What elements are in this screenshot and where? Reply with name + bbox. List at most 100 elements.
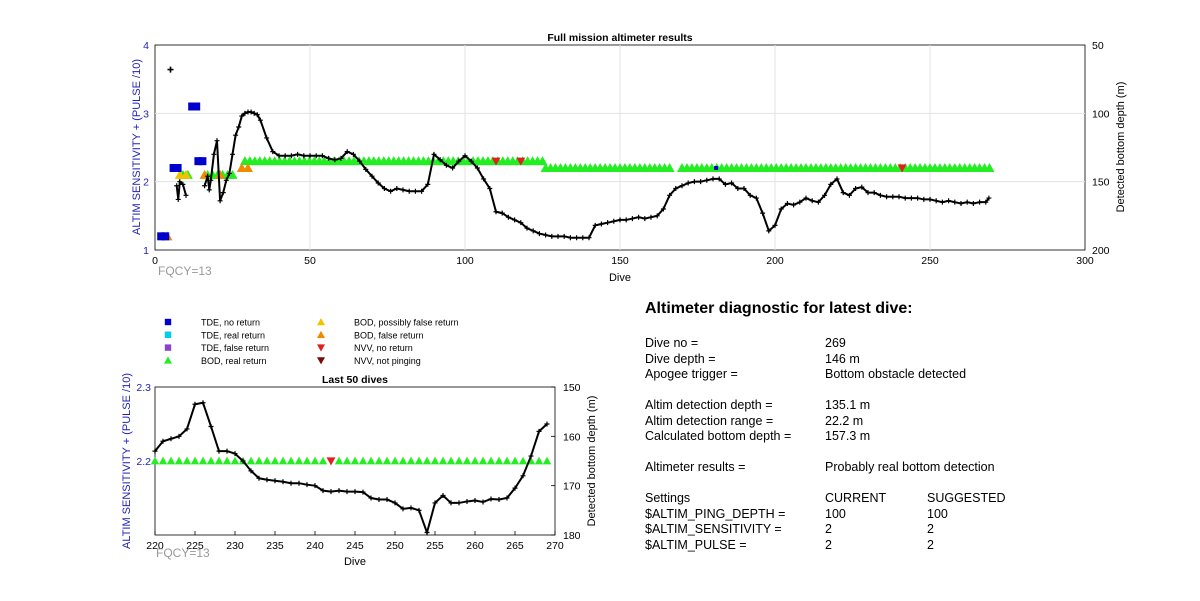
bod-real-marker xyxy=(502,456,512,465)
last-50-chart: 220 225 230 235 240 245 250 255 260 265 270 2.2 2.3 1… xyxy=(121,373,598,568)
last50-y-right-label: Detected bottom depth (m) xyxy=(586,396,598,527)
last50-x-tick-label: 270 xyxy=(546,540,564,552)
full-depth-point xyxy=(822,192,828,198)
full-depth-point xyxy=(493,209,499,215)
tde-no-return-marker xyxy=(714,166,719,170)
full-chart-title: Full mission altimeter results xyxy=(547,32,692,44)
bod-real-marker xyxy=(984,163,995,172)
full-depth-point xyxy=(319,153,325,159)
last50-depth-point xyxy=(176,433,182,439)
full-depth-point xyxy=(301,153,307,159)
full-depth-point xyxy=(611,218,617,224)
last50-depth-point xyxy=(184,426,190,432)
full-depth-point xyxy=(223,177,229,183)
full-depth-point xyxy=(217,198,223,204)
ping-depth-current: 100 xyxy=(825,506,846,521)
dive-depth-label: Dive depth = xyxy=(645,351,716,366)
full-depth-point xyxy=(543,232,549,238)
full-depth-point xyxy=(450,165,456,171)
settings-header-row: Settings CURRENT SUGGESTED xyxy=(645,491,1185,507)
last50-depth-point xyxy=(224,448,230,454)
last50-markers xyxy=(150,456,552,466)
detection-range-value: 22.2 m xyxy=(825,413,864,428)
full-depth-point xyxy=(710,176,716,182)
last50-x-tick-label: 225 xyxy=(186,540,204,552)
full-depth-point xyxy=(248,109,254,115)
sensitivity-label: $ALTIM_SENSITIVITY = xyxy=(645,522,782,536)
full-depth-point xyxy=(679,183,685,189)
full-depth-point xyxy=(530,228,536,234)
detection-range-row: Altim detection range = 22.2 m xyxy=(645,414,1185,430)
full-depth-point xyxy=(412,188,418,194)
full-depth-point xyxy=(747,192,753,198)
full-depth-point xyxy=(177,179,183,185)
full-y-right-tick-label: 100 xyxy=(1092,108,1110,120)
last50-depth-point xyxy=(440,493,446,499)
last50-depth-point xyxy=(200,400,206,406)
full-depth-point xyxy=(859,184,865,190)
full-depth-point xyxy=(295,151,301,157)
last50-depth-point xyxy=(296,480,302,486)
bod-real-marker xyxy=(166,456,176,465)
full-depth-point xyxy=(667,192,673,198)
full-depth-point xyxy=(660,206,666,212)
full-depth-point xyxy=(698,179,704,185)
last50-depth-point xyxy=(256,475,262,481)
last50-y-right-tick-label: 180 xyxy=(563,530,581,542)
full-depth-point xyxy=(797,199,803,205)
bod-real-marker xyxy=(286,456,296,465)
full-depth-point xyxy=(462,153,468,159)
last50-depth-point xyxy=(360,489,366,495)
full-depth-point xyxy=(344,149,350,155)
full-depth-point xyxy=(226,170,232,176)
full-depth-point xyxy=(623,217,629,223)
pulse-current: 2 xyxy=(825,537,832,552)
full-depth-point xyxy=(654,213,660,219)
full-depth-point xyxy=(716,176,722,182)
bod-real-marker xyxy=(198,456,208,465)
last50-depth-point xyxy=(208,423,214,429)
full-depth-point xyxy=(536,231,542,237)
bod-real-marker xyxy=(430,456,440,465)
full-depth-point xyxy=(307,153,313,159)
full-depth-point xyxy=(499,210,505,216)
full-depth-point xyxy=(206,187,212,193)
apogee-row: Apogee trigger = Bottom obstacle detecte… xyxy=(645,367,1185,383)
last50-x-tick-label: 230 xyxy=(226,540,244,552)
full-depth-point xyxy=(369,173,375,179)
last50-depth-point xyxy=(320,488,326,494)
full-depth-point xyxy=(629,216,635,222)
full-depth-point xyxy=(276,153,282,159)
legend-label: TDE, real return xyxy=(201,330,265,340)
bod-real-marker xyxy=(278,456,288,465)
full-depth-point xyxy=(636,214,642,220)
full-y-left-tick-label: 1 xyxy=(143,245,149,257)
full-depth-point xyxy=(927,196,933,202)
legend-triangle-up-icon xyxy=(164,356,172,364)
calculated-depth-value: 157.3 m xyxy=(825,429,871,443)
full-y-left-tick-label: 4 xyxy=(143,40,149,52)
bod-real-marker xyxy=(254,456,264,465)
full-depth-point xyxy=(282,153,288,159)
bod-real-marker xyxy=(542,456,552,465)
last50-x-tick-label: 240 xyxy=(306,540,324,552)
last50-depth-point xyxy=(312,483,318,489)
bod-real-marker xyxy=(318,456,328,465)
last50-depth-point xyxy=(368,495,374,501)
bod-real-marker xyxy=(174,456,184,465)
bod-real-marker xyxy=(366,456,376,465)
bod-real-marker xyxy=(206,456,216,465)
bod-real-marker xyxy=(537,156,548,166)
full-depth-point xyxy=(443,162,449,168)
full-depth-point xyxy=(555,233,561,239)
full-depth-point xyxy=(574,235,580,241)
full-depth-point xyxy=(983,199,989,205)
last50-depth-point xyxy=(448,500,454,506)
full-depth-point xyxy=(264,135,270,141)
full-depth-point xyxy=(815,199,821,205)
last50-x-tick-label: 220 xyxy=(146,540,164,552)
full-depth-point xyxy=(846,192,852,198)
full-depth-point xyxy=(741,186,747,191)
full-depth-point xyxy=(233,132,239,138)
full-x-tick-label: 150 xyxy=(611,255,629,267)
